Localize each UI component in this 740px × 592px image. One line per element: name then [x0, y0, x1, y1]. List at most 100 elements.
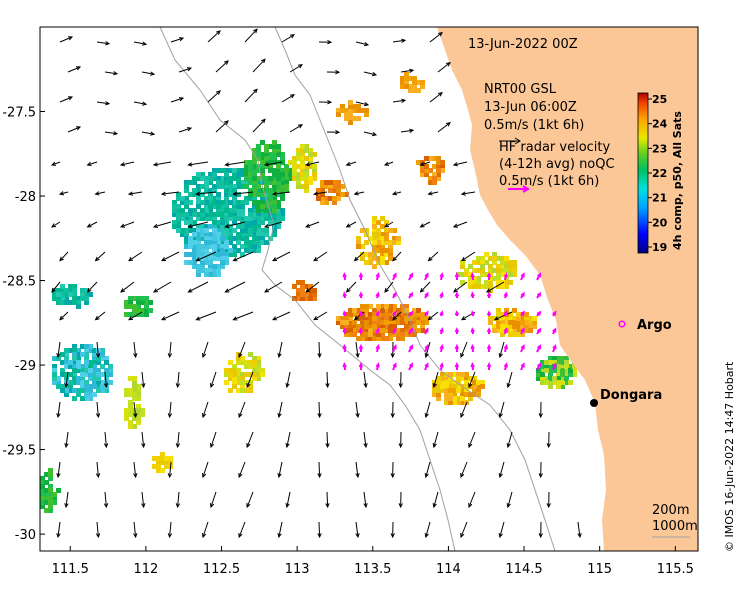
- sst-pixel: [228, 372, 233, 377]
- sst-pixel: [244, 200, 249, 205]
- sst-pixel: [48, 476, 53, 481]
- sst-pixel: [68, 364, 73, 369]
- velocity-arrowhead: [536, 344, 542, 350]
- sst-pixel: [136, 388, 141, 393]
- velocity-arrow: [318, 521, 321, 538]
- sst-pixel: [52, 292, 57, 297]
- velocity-arrowhead: [317, 353, 322, 359]
- sst-pixel: [392, 236, 397, 241]
- sst-pixel: [136, 308, 141, 313]
- sst-pixel: [340, 324, 345, 329]
- sst-pixel: [84, 392, 89, 397]
- sst-pixel: [192, 176, 197, 181]
- sst-pixel: [108, 368, 113, 373]
- sst-pixel: [216, 272, 221, 277]
- sst-pixel: [200, 236, 205, 241]
- sst-pixel: [476, 276, 481, 281]
- sst-pixel: [132, 396, 137, 401]
- sst-pixel: [380, 308, 385, 313]
- sst-pixel: [136, 416, 141, 421]
- sst-pixel: [440, 376, 445, 381]
- sst-pixel: [332, 196, 337, 201]
- velocity-arrowhead: [187, 288, 193, 293]
- sst-pixel: [160, 456, 165, 461]
- sst-pixel: [396, 336, 401, 341]
- sst-pixel: [400, 336, 405, 341]
- sst-pixel: [208, 240, 213, 245]
- sst-pixel: [384, 312, 389, 317]
- velocity-arrowhead: [371, 131, 378, 137]
- sst-pixel: [204, 204, 209, 209]
- sst-pixel: [240, 360, 245, 365]
- colorbar-title: 4h comp, p50, All Sats: [671, 111, 684, 250]
- sst-pixel: [528, 324, 533, 329]
- sst-pixel: [392, 332, 397, 337]
- sst-pixel: [84, 364, 89, 369]
- sst-pixel: [228, 240, 233, 245]
- velocity-arrow: [392, 251, 402, 261]
- sst-pixel: [220, 248, 225, 253]
- sst-pixel: [300, 168, 305, 173]
- sst-pixel: [500, 256, 505, 261]
- sst-pixel: [264, 200, 269, 205]
- sst-pixel: [216, 252, 221, 257]
- sst-pixel: [204, 212, 209, 217]
- sst-pixel: [288, 160, 293, 165]
- radar-legend: HF radar velocity (4-12h avg) noQC 0.5m/…: [499, 140, 615, 193]
- sst-pixel: [356, 308, 361, 313]
- sst-pixel: [388, 248, 393, 253]
- sst-pixel: [248, 380, 253, 385]
- sst-pixel: [384, 240, 389, 245]
- sst-pixel: [212, 204, 217, 209]
- sst-pixel: [404, 76, 409, 81]
- sst-pixel: [380, 256, 385, 261]
- velocity-arrowhead: [103, 383, 109, 389]
- velocity-arrowhead: [424, 412, 429, 419]
- sst-pixel: [180, 200, 185, 205]
- velocity-arrowhead: [113, 131, 119, 136]
- sst-pixel: [312, 164, 317, 169]
- sst-pixel: [300, 152, 305, 157]
- sst-pixel: [452, 400, 457, 405]
- velocity-arrow: [425, 401, 431, 418]
- velocity-arrowhead: [127, 191, 133, 196]
- velocity-arrow: [104, 431, 107, 448]
- sst-pixel: [184, 228, 189, 233]
- sst-pixel: [272, 204, 277, 209]
- sst-pixel: [44, 480, 49, 485]
- sst-pixel: [512, 320, 517, 325]
- sst-pixel: [244, 180, 249, 185]
- sst-pixel: [524, 328, 529, 333]
- sst-pixel: [384, 316, 389, 321]
- sst-pixel: [228, 200, 233, 205]
- sst-pixel: [308, 284, 313, 289]
- velocity-arrowhead: [439, 272, 444, 278]
- velocity-arrowhead: [167, 473, 173, 479]
- sst-pixel: [248, 224, 253, 229]
- sst-pixel: [460, 392, 465, 397]
- sst-pixel: [152, 456, 157, 461]
- sst-pixel: [196, 188, 201, 193]
- sst-pixel: [240, 236, 245, 241]
- sst-pixel: [252, 212, 257, 217]
- sst-pixel: [260, 180, 265, 185]
- sst-pixel: [300, 184, 305, 189]
- velocity-arrowhead: [224, 223, 230, 229]
- sst-pixel: [252, 228, 257, 233]
- velocity-arrowhead: [432, 442, 437, 449]
- sst-pixel: [256, 212, 261, 217]
- sst-pixel: [188, 200, 193, 205]
- sst-pixel: [256, 232, 261, 237]
- sst-pixel: [424, 320, 429, 325]
- dongara-marker: [590, 399, 598, 407]
- sst-pixel: [200, 200, 205, 205]
- sst-pixel: [560, 368, 565, 373]
- sst-pixel: [488, 320, 493, 325]
- sst-pixel: [320, 180, 325, 185]
- sst-pixel: [84, 352, 89, 357]
- sst-pixel: [108, 364, 113, 369]
- sst-pixel: [236, 380, 241, 385]
- velocity-arrowhead: [345, 287, 351, 293]
- sst-pixel: [240, 244, 245, 249]
